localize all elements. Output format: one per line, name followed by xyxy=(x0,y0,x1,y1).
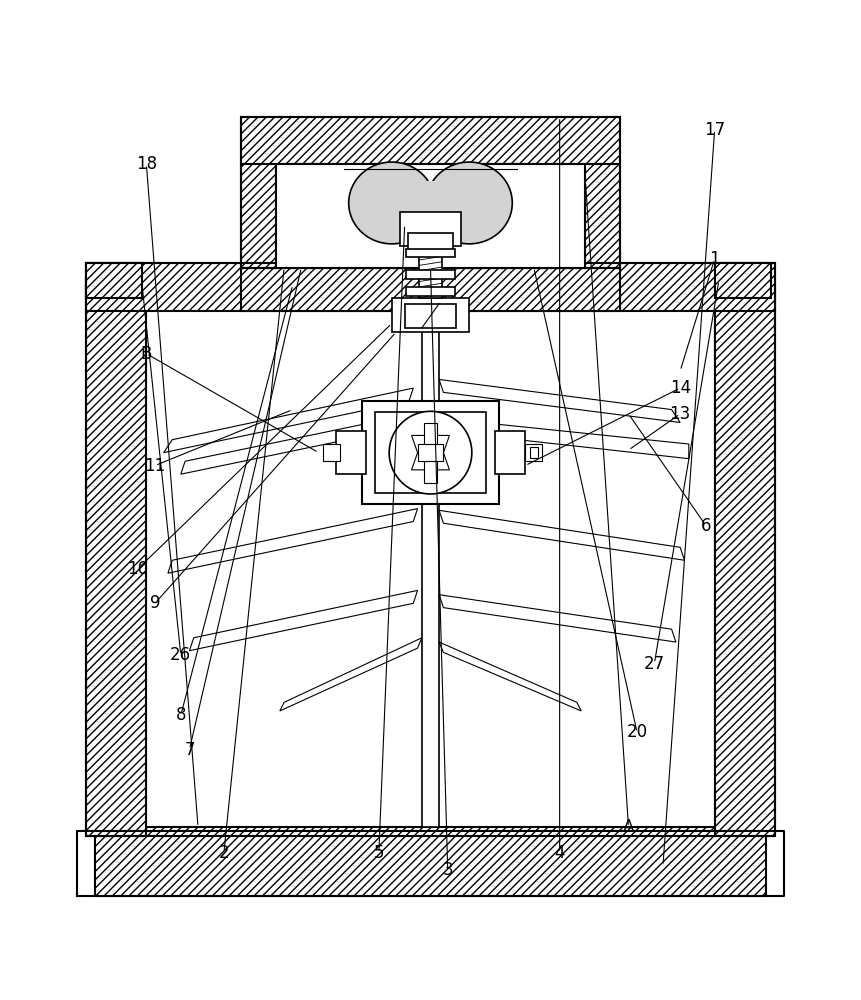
Bar xyxy=(86,263,775,311)
Bar xyxy=(422,311,439,827)
Bar xyxy=(406,270,455,279)
Polygon shape xyxy=(439,595,676,642)
Text: 10: 10 xyxy=(127,560,148,578)
Text: 8: 8 xyxy=(176,706,186,724)
Text: 17: 17 xyxy=(704,121,725,139)
Circle shape xyxy=(389,411,472,494)
Polygon shape xyxy=(280,638,422,711)
Polygon shape xyxy=(168,509,418,573)
Text: A: A xyxy=(623,818,635,836)
Bar xyxy=(241,164,276,268)
Bar xyxy=(406,249,455,257)
Bar xyxy=(585,164,620,268)
Bar xyxy=(146,285,715,836)
Ellipse shape xyxy=(349,162,435,244)
Text: 14: 14 xyxy=(670,379,691,397)
Bar xyxy=(400,212,461,246)
Bar xyxy=(375,412,486,493)
Polygon shape xyxy=(439,642,581,711)
Bar xyxy=(323,444,340,461)
Bar xyxy=(408,233,453,255)
Ellipse shape xyxy=(426,162,512,244)
Bar xyxy=(362,401,499,504)
Text: 20: 20 xyxy=(627,723,647,741)
Text: 11: 11 xyxy=(145,457,165,475)
Bar xyxy=(95,827,766,896)
Bar xyxy=(419,255,442,298)
Bar xyxy=(495,431,525,474)
Bar xyxy=(424,423,437,483)
Bar xyxy=(392,181,469,224)
Bar xyxy=(336,431,366,474)
Text: 6: 6 xyxy=(701,517,711,535)
Bar xyxy=(418,444,443,461)
Polygon shape xyxy=(189,590,418,651)
Text: B: B xyxy=(140,345,152,363)
Text: 18: 18 xyxy=(136,155,157,173)
Bar xyxy=(392,298,469,332)
Text: 3: 3 xyxy=(443,861,453,879)
Bar xyxy=(530,447,538,458)
Bar xyxy=(715,263,771,298)
Text: 7: 7 xyxy=(184,741,195,759)
Text: 9: 9 xyxy=(150,594,160,612)
Text: 26: 26 xyxy=(170,646,191,664)
Bar xyxy=(86,285,146,836)
Bar xyxy=(276,164,585,268)
Bar xyxy=(405,304,456,328)
Text: 27: 27 xyxy=(644,655,665,673)
Bar xyxy=(715,285,775,836)
Text: 1: 1 xyxy=(709,250,720,268)
Polygon shape xyxy=(439,379,680,423)
Bar xyxy=(406,287,455,296)
Bar xyxy=(241,268,620,311)
Bar xyxy=(241,117,620,164)
Polygon shape xyxy=(164,388,413,453)
Text: 2: 2 xyxy=(219,844,229,862)
Polygon shape xyxy=(412,435,449,470)
Bar xyxy=(525,444,542,461)
Bar xyxy=(86,263,142,298)
Polygon shape xyxy=(439,418,689,459)
Text: 4: 4 xyxy=(554,844,565,862)
Text: 13: 13 xyxy=(670,405,691,423)
Polygon shape xyxy=(439,510,684,560)
Polygon shape xyxy=(181,414,413,474)
Text: 5: 5 xyxy=(374,844,384,862)
